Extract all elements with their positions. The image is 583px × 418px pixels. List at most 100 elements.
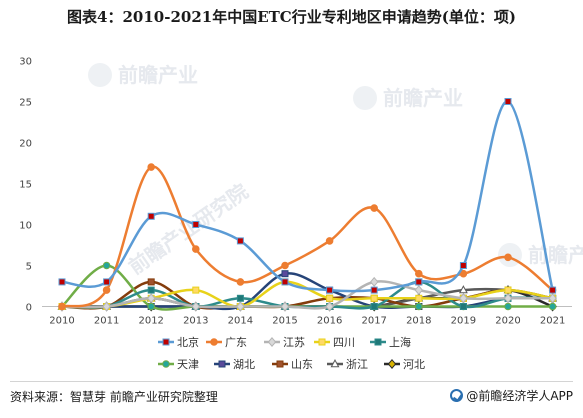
data-point xyxy=(326,294,334,302)
data-point xyxy=(147,163,155,171)
watermark-logo-icon xyxy=(88,63,112,87)
x-tick-label: 2010 xyxy=(49,316,74,327)
data-point xyxy=(370,294,378,302)
y-tick-label: 10 xyxy=(19,221,32,232)
y-tick-label: 15 xyxy=(19,180,32,191)
data-point xyxy=(504,98,512,105)
y-tick-label: 25 xyxy=(19,98,32,109)
data-point xyxy=(280,301,290,312)
legend-label: 浙江 xyxy=(346,358,368,371)
data-point xyxy=(503,293,513,304)
data-point xyxy=(415,269,423,278)
legend-marker xyxy=(276,360,284,368)
line-chart: 前瞻产业 前瞻产业 前瞻产业研究院 前瞻产业 0 5 10 15 20 25 30 2010 2… xyxy=(19,57,583,372)
legend-label: 河北 xyxy=(403,358,425,371)
source-note: 资料来源：智慧芽 前瞻产业研究院整理 xyxy=(10,390,218,404)
data-point xyxy=(147,286,155,294)
legend-label: 天津 xyxy=(177,358,199,371)
data-point xyxy=(236,301,245,312)
legend-label: 广东 xyxy=(225,336,247,349)
data-point xyxy=(192,221,200,228)
y-tick-label: 5 xyxy=(26,262,32,273)
data-point xyxy=(370,286,378,294)
x-tick-label: 2012 xyxy=(138,316,163,327)
data-point xyxy=(58,302,66,311)
data-point xyxy=(192,245,200,253)
x-tick-label: 2013 xyxy=(183,316,208,327)
data-point xyxy=(548,302,557,311)
data-point xyxy=(415,278,423,286)
data-point xyxy=(504,253,512,262)
data-point xyxy=(370,204,379,212)
data-point xyxy=(236,278,245,286)
data-point xyxy=(415,294,423,302)
data-point xyxy=(370,303,378,310)
watermark-logo-icon xyxy=(353,86,377,110)
data-point xyxy=(459,303,467,310)
data-point xyxy=(459,293,468,304)
legend-marker xyxy=(387,359,397,369)
data-point xyxy=(415,302,423,311)
legend-label: 江苏 xyxy=(283,336,305,349)
x-tick-label: 2020 xyxy=(495,316,520,327)
x-tick-label: 2016 xyxy=(317,316,342,327)
legend-marker xyxy=(162,360,170,368)
data-point xyxy=(236,237,244,245)
data-point xyxy=(281,270,289,278)
data-point xyxy=(549,286,557,294)
brand-text: @前瞻经济学人APP xyxy=(466,389,573,403)
data-point xyxy=(459,262,467,269)
series-layer xyxy=(57,98,558,312)
legend-marker xyxy=(162,338,170,346)
data-point xyxy=(326,286,334,294)
data-point xyxy=(548,293,557,304)
data-point xyxy=(58,278,66,286)
x-tick-label: 2014 xyxy=(228,316,253,327)
data-point xyxy=(281,261,289,270)
legend-label: 上海 xyxy=(389,335,411,349)
data-point xyxy=(504,286,512,294)
watermark: 前瞻产业 前瞻产业 前瞻产业研究院 前瞻产业 xyxy=(88,63,583,279)
data-point xyxy=(103,278,111,286)
data-point xyxy=(102,301,111,312)
chart-title: 图表4：2010-2021年中国ETC行业专利地区申请趋势(单位：项) xyxy=(67,8,516,26)
x-tick-label: 2018 xyxy=(406,316,431,327)
data-point xyxy=(236,294,244,302)
legend-marker xyxy=(218,360,226,368)
data-point xyxy=(458,285,468,294)
data-point xyxy=(369,276,379,287)
x-tick-label: 2021 xyxy=(540,316,565,327)
data-point xyxy=(504,302,512,311)
y-tick-label: 30 xyxy=(19,57,32,68)
y-tick-label: 20 xyxy=(19,139,32,150)
x-tick-label: 2011 xyxy=(94,316,119,327)
legend-marker xyxy=(374,338,382,346)
data-point xyxy=(102,286,111,294)
data-point xyxy=(325,237,334,245)
watermark-text: 前瞻产业 xyxy=(118,63,198,87)
brand: @前瞻经济学人APP xyxy=(450,387,573,404)
watermark-text: 前瞻产业 xyxy=(528,243,583,267)
data-point xyxy=(147,278,155,286)
footer-divider xyxy=(10,381,573,382)
data-point xyxy=(147,302,155,311)
data-point xyxy=(147,212,155,220)
x-tick-label: 2015 xyxy=(272,316,297,327)
data-point xyxy=(191,301,201,312)
legend-label: 四川 xyxy=(333,336,355,349)
brand-logo-icon xyxy=(450,389,464,402)
legend-label: 湖北 xyxy=(233,358,255,371)
x-tick-label: 2017 xyxy=(361,316,386,327)
y-tick-label: 0 xyxy=(26,303,32,314)
data-point xyxy=(325,301,334,312)
data-point xyxy=(192,286,200,294)
legend-marker xyxy=(210,338,218,346)
data-point xyxy=(281,278,289,286)
legend-label: 北京 xyxy=(177,335,199,349)
watermark-text: 前瞻产业 xyxy=(383,86,463,110)
legend-label: 山东 xyxy=(291,358,313,371)
data-point xyxy=(459,269,468,278)
legend-marker xyxy=(330,359,340,368)
watermark-text: 前瞻产业研究院 xyxy=(124,179,252,279)
